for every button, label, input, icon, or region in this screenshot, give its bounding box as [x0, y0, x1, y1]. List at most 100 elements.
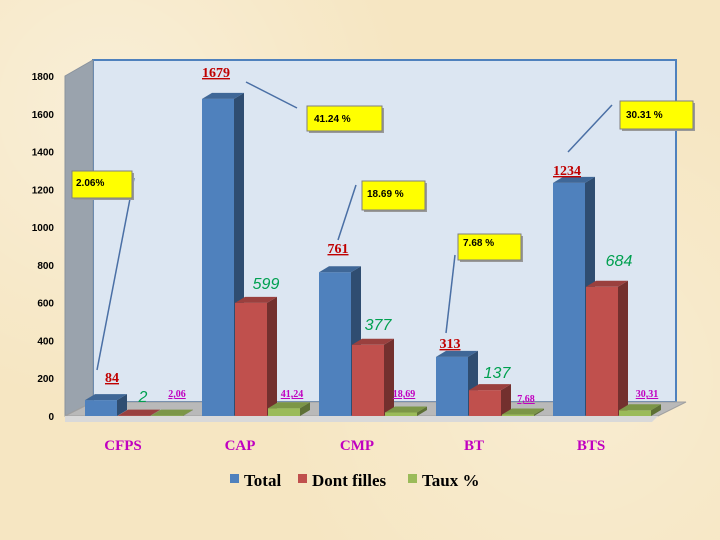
- callout-box: [306, 105, 383, 132]
- bar-top: [319, 266, 361, 273]
- callout-bt: 7.68 %: [445, 233, 523, 334]
- bar-top: [586, 280, 628, 287]
- callout-line: [445, 254, 456, 334]
- bar-side: [534, 408, 544, 416]
- bar-dont-filles-bt: [469, 384, 511, 416]
- bar-top: [235, 296, 277, 303]
- bar-taux--cfps: [151, 409, 193, 416]
- bar-top: [469, 384, 511, 391]
- legend-swatch: [298, 474, 307, 483]
- girls-label: 684: [606, 253, 633, 270]
- girls-label: 137: [484, 365, 512, 382]
- y-tick-label: 1200: [32, 185, 55, 196]
- callout-text: 18.69 %: [367, 189, 404, 200]
- bar-front: [352, 344, 384, 416]
- y-tick-label: 1800: [32, 72, 55, 83]
- bar-top: [202, 92, 244, 99]
- x-axis: CFPS CAP CMP BT BTS: [104, 438, 605, 454]
- legend-item-total: Total: [230, 471, 281, 490]
- bar-front: [85, 400, 117, 416]
- bar-dont-filles-cfps: [118, 409, 160, 416]
- y-tick-label: 1000: [32, 223, 55, 234]
- bars: [85, 92, 661, 416]
- category-label: CFPS: [104, 438, 142, 454]
- legend-label: Total: [244, 471, 281, 490]
- bar-top: [385, 406, 427, 413]
- y-axis: 0 200 400 600 800 1000 1200 1400 1600 1800: [32, 72, 55, 423]
- category-label: BT: [464, 438, 484, 454]
- y-tick-label: 0: [48, 412, 54, 423]
- bar-side: [651, 404, 661, 416]
- callout-line: [96, 177, 135, 371]
- bar-taux--cap: [268, 402, 310, 416]
- bar-front: [553, 182, 585, 416]
- rate-label: 41,24: [281, 389, 304, 400]
- data-labels: 84 1679 761 313 1234 2 599 377 137 684 2,06 41,24 18…: [105, 66, 658, 406]
- total-label: 313: [440, 337, 461, 352]
- bar-taux--cmp: [385, 406, 427, 416]
- bar-side: [417, 406, 427, 416]
- category-label: BTS: [577, 438, 605, 454]
- legend-swatch: [230, 474, 239, 483]
- callout-line: [337, 184, 357, 241]
- bar-front: [619, 410, 651, 416]
- bar-top: [268, 402, 310, 409]
- bar-front: [235, 302, 267, 416]
- callout-box: [361, 180, 426, 211]
- callout-text: 2.06%: [76, 178, 104, 189]
- bar-front: [586, 286, 618, 416]
- total-label: 84: [105, 371, 119, 386]
- bar-top: [553, 176, 595, 183]
- total-label: 1679: [202, 66, 230, 81]
- total-label: 761: [328, 242, 349, 257]
- bar-top: [151, 409, 193, 416]
- bar-total-cfps: [85, 394, 127, 416]
- callout-cfps: 2.06%: [71, 170, 135, 371]
- legend-item-dont-filles: Dont filles: [298, 471, 387, 490]
- side-wall: [64, 59, 94, 417]
- callouts: 2.06% 41.24 % 18.69 % 7.68 % 30.31 %: [71, 81, 695, 371]
- callout-cmp: 18.69 %: [337, 180, 427, 241]
- bar-front: [436, 356, 468, 416]
- legend-label: Taux %: [422, 471, 479, 490]
- bar-top: [619, 404, 661, 411]
- bar-front: [202, 98, 234, 416]
- rate-label: 30,31: [636, 389, 659, 400]
- callout-text: 7.68 %: [463, 238, 494, 249]
- callout-line: [245, 81, 298, 109]
- y-tick-label: 600: [37, 299, 54, 310]
- callout-box: [619, 100, 694, 130]
- category-label: CMP: [340, 438, 374, 454]
- rate-label: 18,69: [393, 389, 416, 400]
- bar-top: [118, 409, 160, 416]
- callout-box: [71, 170, 133, 199]
- total-label: 1234: [553, 164, 581, 179]
- bar-side: [267, 296, 277, 416]
- y-tick-label: 400: [37, 336, 54, 347]
- bar-front: [268, 408, 300, 416]
- callout-text: 30.31 %: [626, 110, 663, 121]
- category-label: CAP: [225, 438, 256, 454]
- bar-front: [385, 412, 417, 416]
- bar-top: [85, 394, 127, 401]
- callout-text: 41.24 %: [314, 114, 351, 125]
- bar-side: [501, 384, 511, 416]
- girls-label: 377: [365, 317, 393, 334]
- girls-label: 2: [138, 389, 148, 406]
- bar-side: [618, 280, 628, 416]
- bar-taux--bts: [619, 404, 661, 416]
- callout-cap: 41.24 %: [245, 81, 384, 133]
- bar-front: [469, 390, 501, 416]
- y-tick-label: 1400: [32, 148, 55, 159]
- bar-side: [183, 409, 193, 416]
- legend-label: Dont filles: [312, 471, 387, 490]
- bar-side: [117, 394, 127, 416]
- bar-top: [436, 350, 478, 357]
- y-tick-label: 800: [37, 261, 54, 272]
- bar-front: [319, 272, 351, 416]
- bar-dont-filles-cmp: [352, 338, 394, 416]
- bar-taux--bt: [502, 408, 544, 416]
- bar-dont-filles-bts: [586, 280, 628, 416]
- rate-label: 2,06: [168, 389, 186, 400]
